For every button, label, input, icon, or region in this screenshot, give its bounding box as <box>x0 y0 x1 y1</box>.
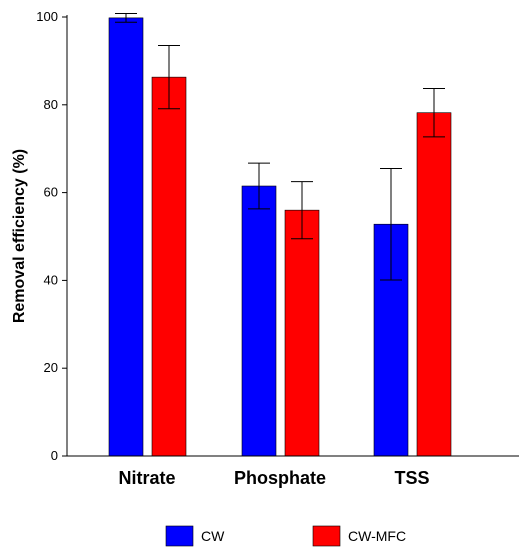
error-bars-layer <box>115 12 445 281</box>
bar-cw-nitrate <box>108 17 144 457</box>
y-tick-label: 60 <box>44 185 58 200</box>
error-bar-cw-mfc-phosphate <box>291 181 313 240</box>
legend-item-cw: CW <box>165 525 225 547</box>
error-bar-cw-tss <box>380 167 402 281</box>
y-tick-label: 0 <box>51 448 58 463</box>
y-ticks-layer: 0 20 40 60 80 100 <box>36 9 67 463</box>
y-axis-label: Removal efficiency (%) <box>11 149 28 323</box>
bar-cw-mfc-nitrate <box>151 76 187 457</box>
legend: CW CW-MFC <box>165 525 406 547</box>
bar-cw-phosphate <box>241 185 277 457</box>
x-category-label: Nitrate <box>118 468 175 488</box>
legend-swatch <box>165 525 194 547</box>
y-tick-label: 40 <box>44 272 58 287</box>
y-tick-label: 100 <box>36 9 58 24</box>
y-tick-label: 20 <box>44 360 58 375</box>
bars-layer <box>108 17 452 457</box>
legend-label: CW <box>201 528 225 544</box>
error-bar-cw-nitrate <box>115 12 137 23</box>
bar-cw-mfc-tss <box>416 112 452 457</box>
error-bar-cw-mfc-tss <box>423 88 445 138</box>
x-category-label: Phosphate <box>234 468 326 488</box>
legend-label: CW-MFC <box>348 528 406 544</box>
x-category-label: TSS <box>394 468 429 488</box>
error-bar-cw-mfc-nitrate <box>158 45 180 110</box>
legend-item-cw-mfc: CW-MFC <box>312 525 406 547</box>
y-tick-label: 80 <box>44 97 58 112</box>
bar-cw-mfc-phosphate <box>284 209 320 457</box>
legend-swatch <box>312 525 341 547</box>
x-categories-layer: Nitrate Phosphate TSS <box>118 468 429 488</box>
error-bar-cw-phosphate <box>248 162 270 210</box>
